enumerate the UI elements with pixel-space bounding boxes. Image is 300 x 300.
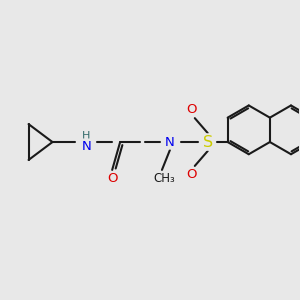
Text: H: H (82, 131, 91, 141)
Text: O: O (187, 103, 197, 116)
Text: O: O (107, 172, 117, 185)
Text: S: S (203, 134, 213, 149)
Text: CH₃: CH₃ (153, 172, 175, 185)
Text: O: O (187, 168, 197, 182)
Text: N: N (81, 140, 91, 152)
Text: N: N (165, 136, 175, 148)
